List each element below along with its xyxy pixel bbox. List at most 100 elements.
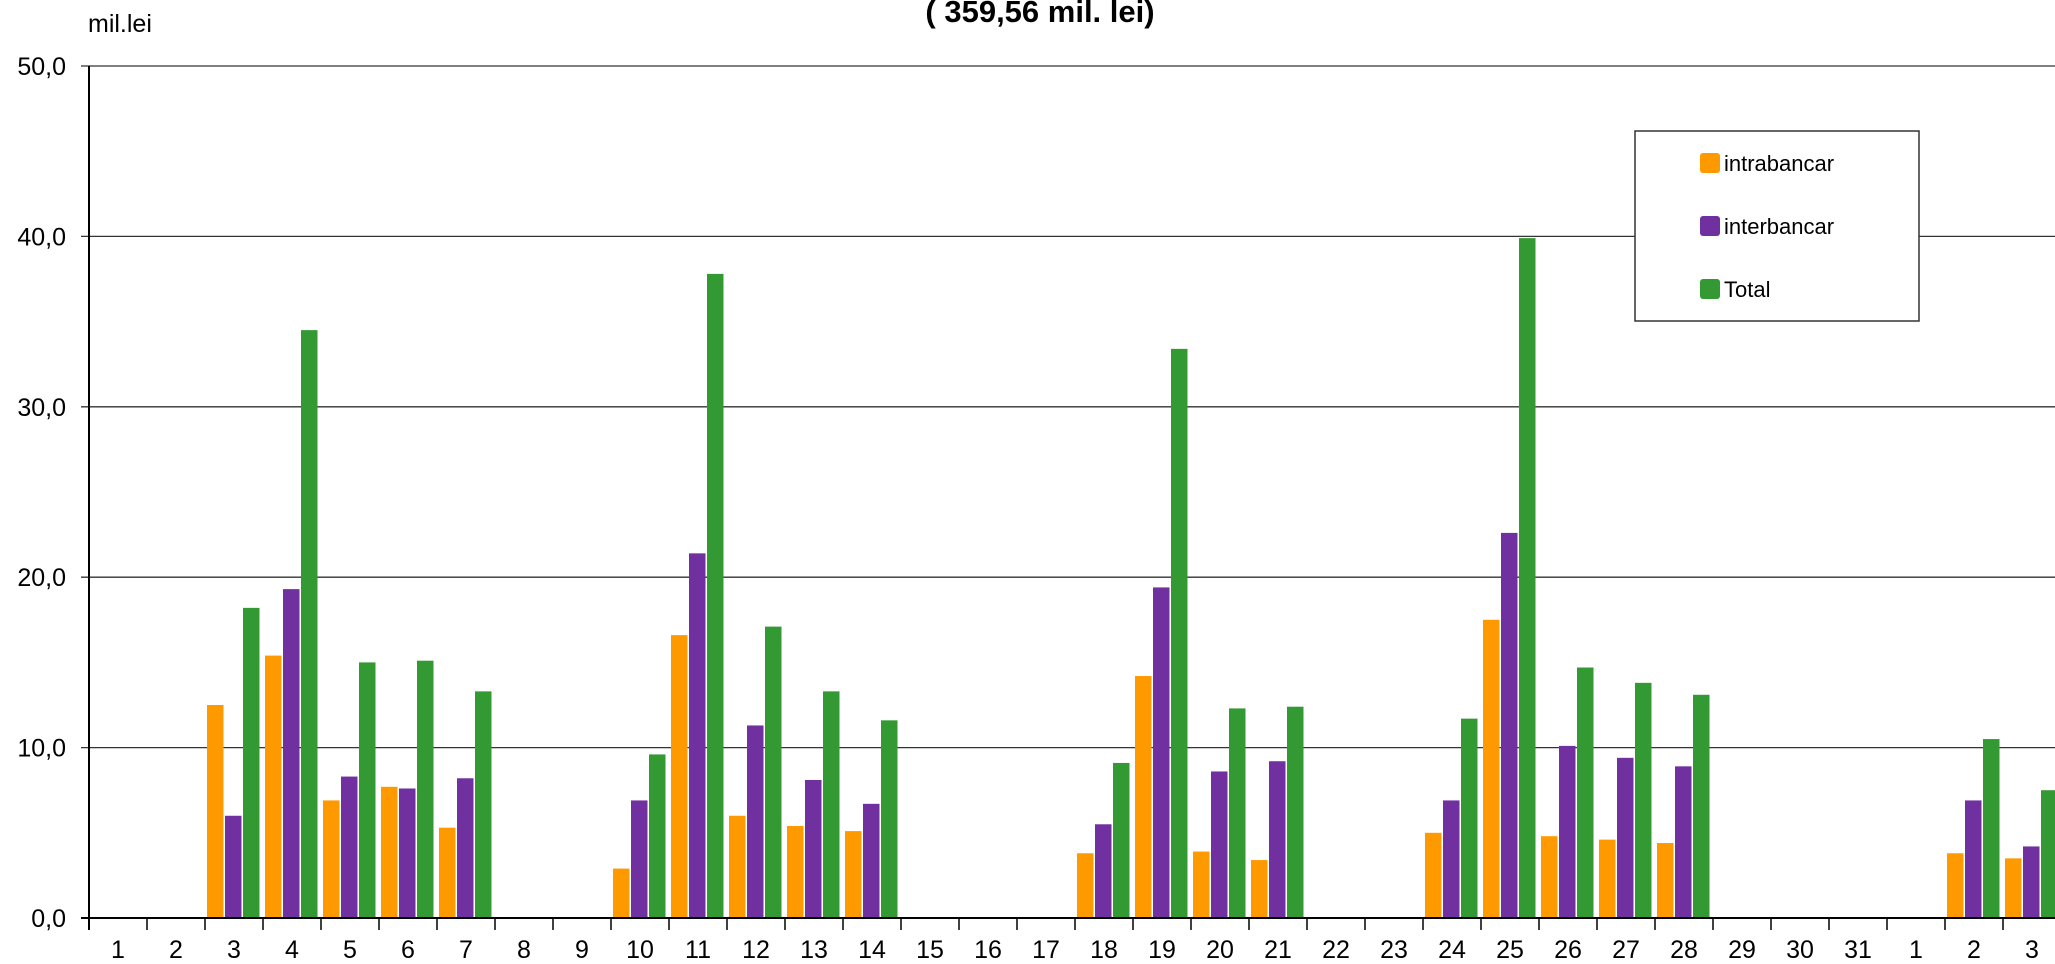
bars [207, 238, 2055, 918]
bar-intrabancar-4 [265, 655, 282, 918]
bar-interbancar-34 [2023, 846, 2040, 918]
bar-Total-33 [1983, 739, 2000, 918]
x-tick-label: 7 [459, 936, 473, 964]
x-tick-label: 11 [685, 936, 711, 964]
x-tick-label: 23 [1380, 936, 1408, 964]
x-tick-label: 10 [626, 936, 654, 964]
bar-Total-19 [1171, 348, 1188, 918]
bar-interbancar-33 [1965, 800, 1982, 918]
bar-interbancar-6 [399, 788, 416, 918]
bar-intrabancar-3 [207, 705, 224, 918]
bar-interbancar-25 [1501, 532, 1518, 918]
x-tick-label: 3 [2025, 936, 2039, 964]
bar-intrabancar-12 [729, 815, 746, 918]
x-tick-label: 16 [974, 936, 1002, 964]
bar-Total-34 [2041, 790, 2055, 918]
bar-interbancar-18 [1095, 824, 1112, 918]
bar-intrabancar-27 [1599, 839, 1616, 918]
axes [81, 66, 2055, 930]
bar-Total-6 [417, 660, 434, 918]
bar-Total-12 [765, 626, 782, 918]
bar-Total-26 [1577, 667, 1594, 918]
x-tick-label: 15 [916, 936, 944, 964]
bar-intrabancar-28 [1657, 843, 1674, 918]
bar-Total-13 [823, 691, 840, 918]
legend-label-interbancar: interbancar [1724, 214, 1834, 239]
bar-interbancar-7 [457, 778, 474, 918]
legend-label-intrabancar: intrabancar [1724, 151, 1834, 176]
bar-intrabancar-6 [381, 786, 398, 918]
legend: intrabancar interbancar Total [1634, 130, 1920, 322]
x-tick-label: 31 [1844, 936, 1872, 964]
legend-swatch-interbancar [1700, 216, 1720, 236]
bar-interbancar-5 [341, 776, 358, 918]
x-tick-label: 9 [575, 936, 589, 964]
y-tick-label: 20,0 [17, 564, 66, 592]
x-tick-label: 25 [1496, 936, 1524, 964]
bar-interbancar-3 [225, 815, 242, 918]
bar-intrabancar-20 [1193, 851, 1210, 918]
bar-Total-4 [301, 330, 318, 918]
x-tick-label: 2 [1967, 936, 1981, 964]
chart-title: ( 359,56 mil. lei) [925, 0, 1154, 29]
x-tick-label: 27 [1612, 936, 1640, 964]
legend-swatch-intrabancar [1700, 153, 1720, 173]
y-tick-label: 50,0 [17, 53, 66, 81]
bar-interbancar-12 [747, 725, 764, 918]
bar-Total-3 [243, 607, 260, 918]
bar-Total-10 [649, 754, 666, 918]
x-tick-label: 26 [1554, 936, 1582, 964]
x-axis-ticks: 1 2 3 4 5 6 7 8 9 10 11 12 13 14 15 16 17 18 19 20 21 22 23 24 2… [111, 918, 2039, 964]
bar-Total-11 [707, 273, 724, 918]
x-tick-label: 18 [1090, 936, 1118, 964]
y-tick-label: 10,0 [17, 735, 66, 763]
x-tick-label: 1 [1909, 936, 1923, 964]
x-tick-label: 13 [800, 936, 828, 964]
x-tick-label: 12 [742, 936, 770, 964]
legend-label-Total: Total [1724, 277, 1770, 302]
bar-Total-5 [359, 662, 376, 918]
y-tick-label: 0,0 [31, 905, 66, 933]
x-tick-label: 1 [111, 936, 125, 964]
bar-intrabancar-7 [439, 827, 456, 918]
x-tick-label: 24 [1438, 936, 1466, 964]
bar-interbancar-11 [689, 553, 706, 918]
bar-intrabancar-26 [1541, 836, 1558, 918]
x-tick-label: 4 [285, 936, 299, 964]
bar-intrabancar-5 [323, 800, 340, 918]
bar-interbancar-27 [1617, 757, 1634, 918]
bar-intrabancar-33 [1947, 853, 1964, 918]
bar-intrabancar-10 [613, 868, 630, 918]
bar-intrabancar-21 [1251, 860, 1268, 918]
bar-intrabancar-11 [671, 635, 688, 918]
bar-interbancar-20 [1211, 771, 1228, 918]
bar-interbancar-21 [1269, 761, 1286, 918]
x-tick-label: 29 [1728, 936, 1756, 964]
x-tick-label: 19 [1148, 936, 1176, 964]
x-tick-label: 22 [1322, 936, 1350, 964]
y-axis-unit-label: mil.lei [88, 10, 152, 38]
bar-Total-25 [1519, 238, 1536, 918]
bar-intrabancar-19 [1135, 676, 1152, 918]
bar-interbancar-14 [863, 803, 880, 918]
x-tick-label: 2 [169, 936, 183, 964]
bar-Total-7 [475, 691, 492, 918]
x-tick-label: 20 [1206, 936, 1234, 964]
bar-interbancar-19 [1153, 587, 1170, 918]
bar-intrabancar-13 [787, 825, 804, 918]
bar-intrabancar-24 [1425, 832, 1442, 918]
x-tick-label: 21 [1264, 936, 1292, 964]
bar-Total-28 [1693, 694, 1710, 918]
x-tick-label: 6 [401, 936, 415, 964]
bar-interbancar-24 [1443, 800, 1460, 918]
bar-intrabancar-34 [2005, 858, 2022, 918]
bar-Total-14 [881, 720, 898, 918]
bar-Total-21 [1287, 706, 1304, 918]
bar-Total-20 [1229, 708, 1246, 918]
bar-Total-18 [1113, 762, 1130, 918]
y-tick-label: 40,0 [17, 223, 66, 251]
x-tick-label: 5 [343, 936, 357, 964]
bar-Total-27 [1635, 682, 1652, 918]
bar-interbancar-10 [631, 800, 648, 918]
x-tick-label: 17 [1032, 936, 1060, 964]
